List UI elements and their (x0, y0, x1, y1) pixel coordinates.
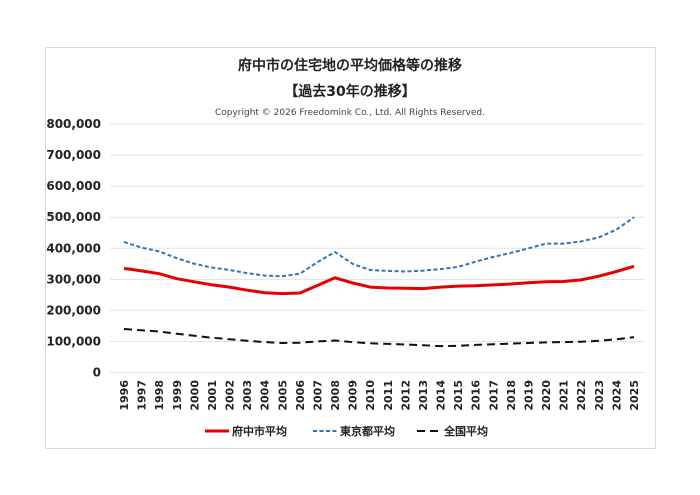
legend-label-2: 東京都平均 (340, 424, 395, 438)
y-tick-label: 300,000 (46, 272, 101, 286)
series-line-3 (123, 328, 635, 348)
chart-subtitle: 【過去30年の推移】 (284, 84, 416, 100)
x-tick-label: 2013 (417, 380, 430, 411)
x-tick-label: 2025 (628, 380, 641, 411)
legend-label-3: 全国平均 (443, 424, 488, 438)
x-tick-label: 2018 (505, 380, 518, 411)
y-tick-label: 600,000 (46, 179, 101, 193)
x-tick-label: 2022 (575, 380, 588, 411)
series-line-1 (123, 264, 635, 296)
x-tick-label: 1997 (136, 380, 149, 411)
x-tick-label: 2004 (259, 380, 272, 411)
y-tick-label: 200,000 (46, 303, 101, 317)
x-tick-label: 2023 (593, 380, 606, 411)
x-tick-label: 2020 (540, 380, 553, 411)
y-tick-label: 0 (93, 366, 101, 380)
x-tick-label: 2016 (470, 380, 483, 411)
x-tick-label: 2019 (522, 380, 535, 411)
x-tick-label: 2006 (294, 380, 307, 411)
y-tick-label: 500,000 (46, 210, 101, 224)
x-tick-label: 2009 (347, 380, 360, 411)
x-tick-label: 2005 (276, 380, 289, 411)
x-tick-label: 2002 (224, 380, 237, 411)
x-tick-label: 1999 (171, 380, 184, 411)
x-tick-label: 1998 (153, 380, 166, 411)
copyright: Copyright © 2026 Freedomink Co., Ltd. Al… (214, 108, 486, 118)
x-tick-label: 2001 (206, 380, 219, 411)
y-tick-label: 700,000 (46, 148, 101, 162)
legend-label-1: 府中市平均 (232, 424, 287, 438)
x-tick-label: 2024 (610, 380, 623, 411)
y-tick-label: 400,000 (46, 241, 101, 255)
x-tick-label: 2014 (435, 380, 448, 411)
x-tick-label: 2007 (311, 380, 324, 411)
chart-title: 府中市の住宅地の平均価格等の推移 (238, 58, 462, 74)
x-tick-label: 2021 (558, 380, 571, 411)
x-tick-label: 2003 (241, 380, 254, 411)
x-tick-label: 2010 (364, 380, 377, 411)
y-tick-label: 100,000 (46, 334, 101, 348)
x-tick-label: 2012 (399, 380, 412, 411)
x-tick-label: 2017 (487, 380, 500, 411)
x-tick-label: 2011 (382, 380, 395, 411)
x-tick-label: 2008 (329, 380, 342, 411)
y-tick-label: 800,000 (46, 117, 101, 131)
x-tick-label: 2000 (188, 380, 201, 411)
series-line-2 (123, 216, 635, 278)
x-tick-label: 2015 (452, 380, 465, 411)
x-tick-label: 1996 (118, 380, 131, 411)
